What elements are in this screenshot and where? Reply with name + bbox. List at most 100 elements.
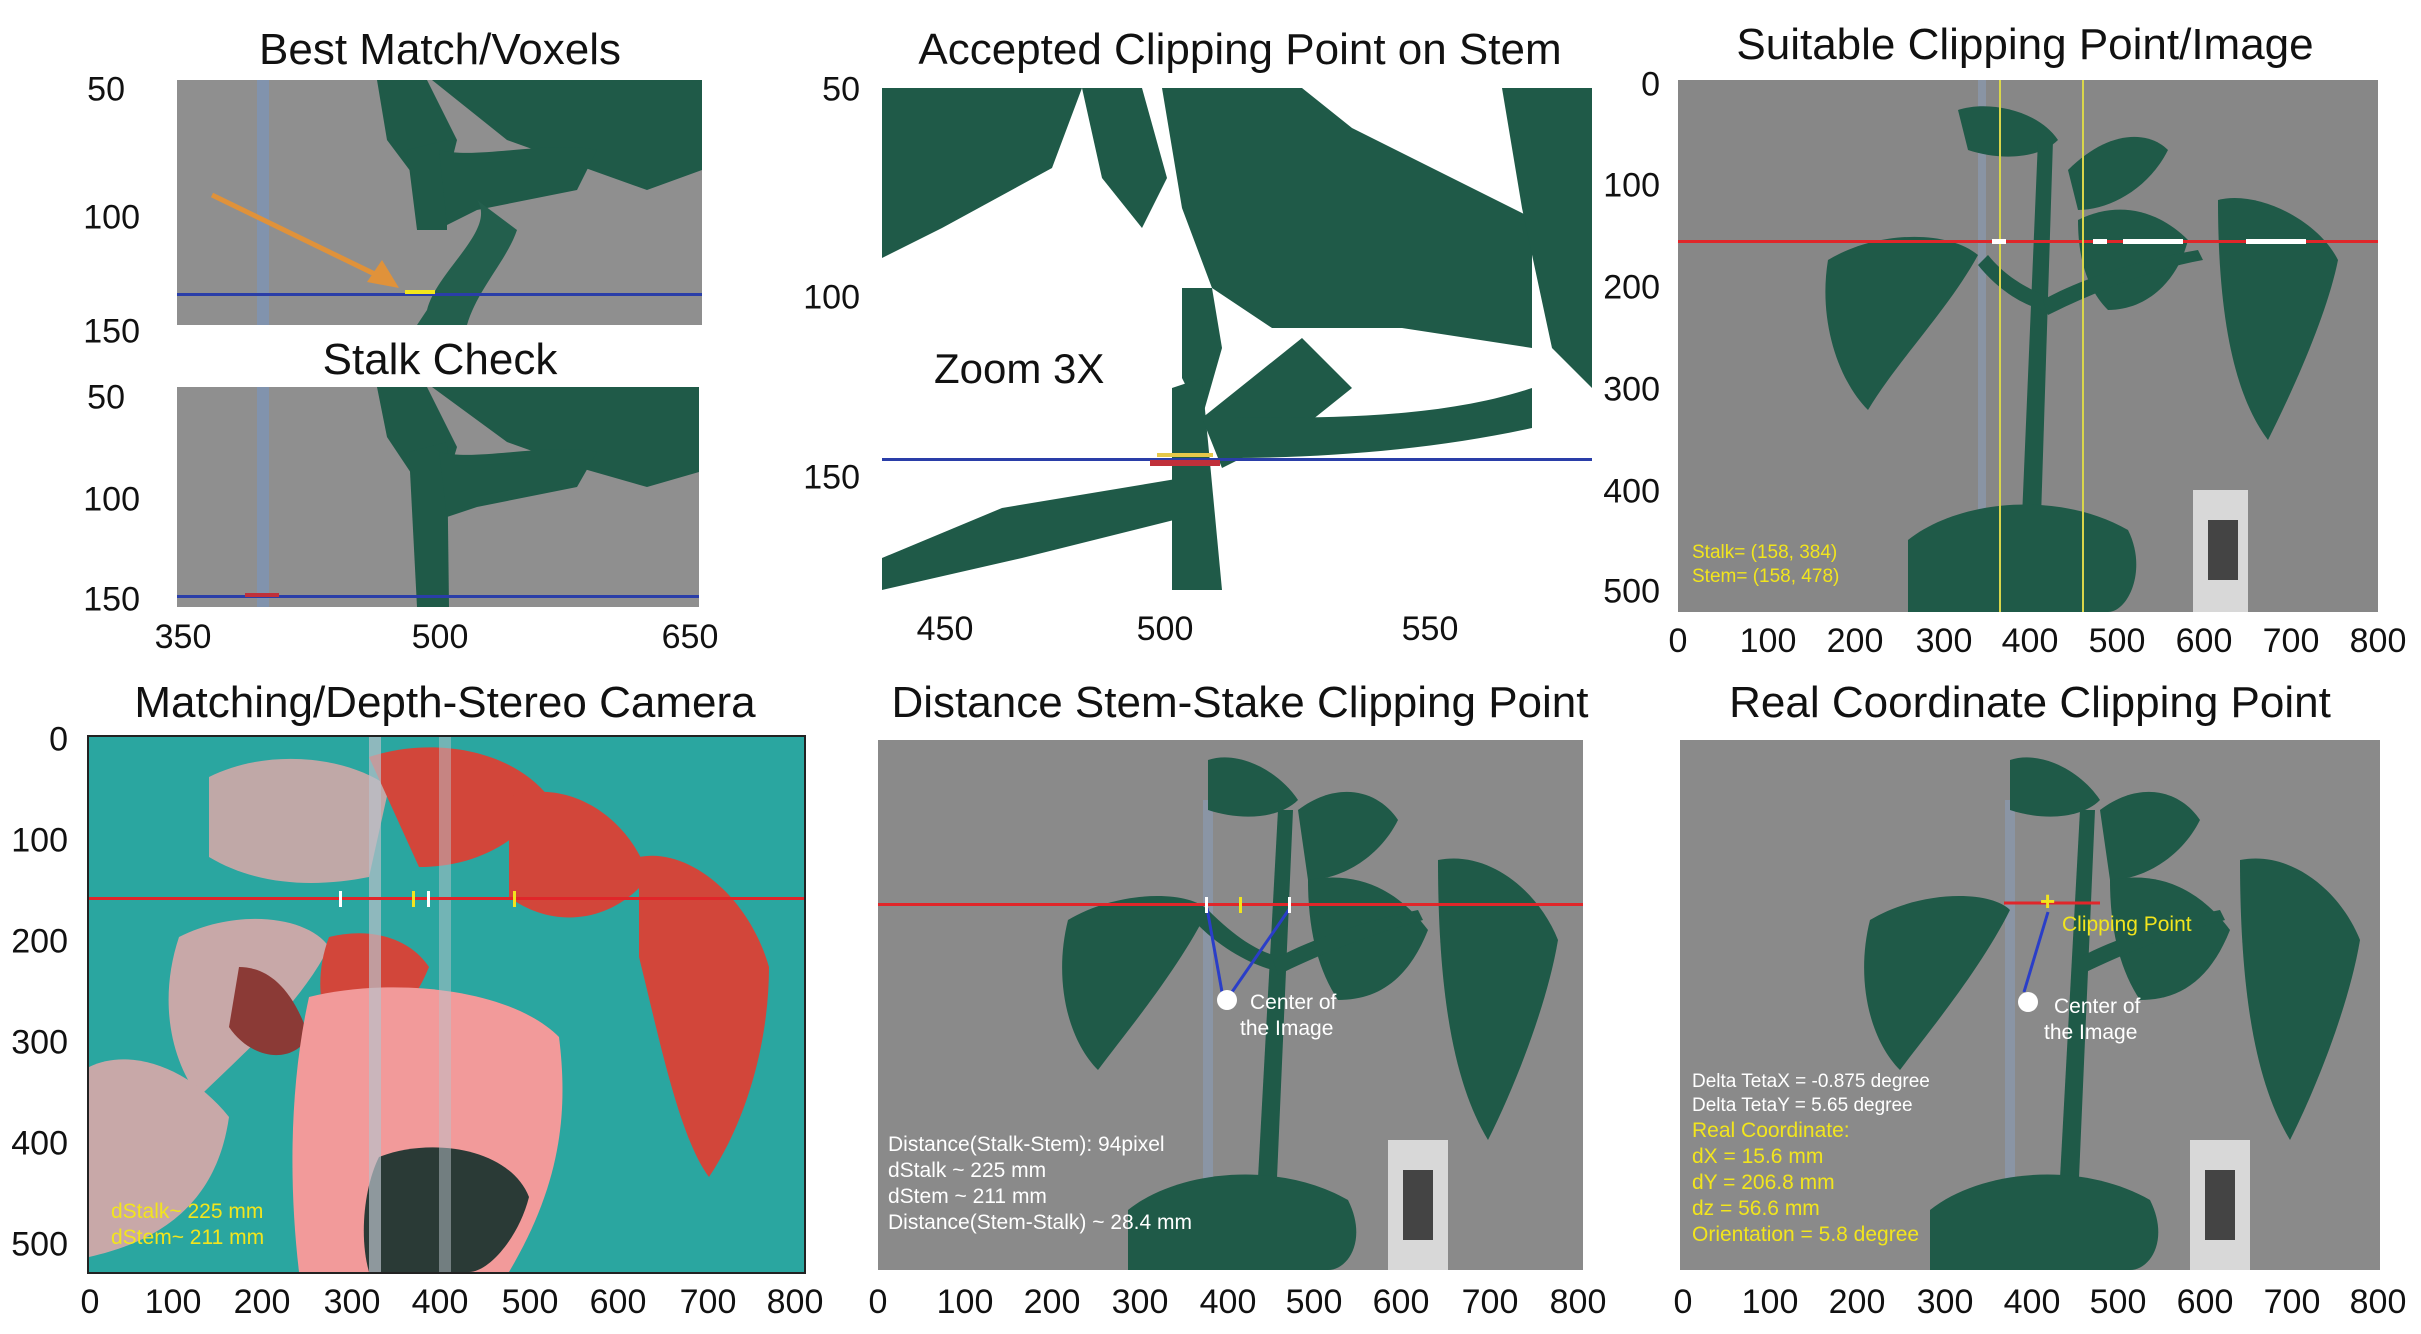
x-tick: 800: [1549, 1283, 1607, 1321]
x-tick: 300: [323, 1283, 381, 1321]
x-tick: 650: [661, 618, 719, 656]
white-marker: [1205, 897, 1208, 913]
x-tick: 500: [1136, 610, 1194, 648]
x-tick: 200: [1826, 622, 1884, 660]
clipping-line: [177, 595, 699, 598]
clipping-line: [882, 458, 1592, 461]
white-marker: [427, 891, 430, 907]
accepted-marker: [1150, 460, 1220, 466]
clipping-line: [1678, 240, 2378, 243]
x-tick: 550: [1401, 610, 1459, 648]
plus-icon: +: [2040, 886, 2056, 916]
x-tick: 400: [2003, 1283, 2061, 1321]
accepted-zoom-image: Zoom 3X: [882, 88, 1592, 590]
yellow-marker: [513, 891, 516, 907]
white-marker: [1992, 239, 2006, 244]
x-tick: 800: [2349, 1283, 2407, 1321]
x-tick: 450: [916, 610, 974, 648]
x-tick: 600: [2176, 1283, 2234, 1321]
x-tick: 200: [1828, 1283, 1886, 1321]
stalk-coordinate: Stalk= (158, 384): [1692, 542, 1838, 563]
y-tick: 50: [87, 378, 125, 417]
x-tick: 700: [1461, 1283, 1519, 1321]
x-tick: 200: [1023, 1283, 1081, 1321]
y-tick: 400: [11, 1124, 68, 1163]
y-tick: 100: [1603, 166, 1660, 205]
y-tick: 150: [83, 580, 140, 619]
depth-stereo-image: dStalk~ 225 mm dStem~ 211 mm: [87, 735, 806, 1274]
center-label-line1: Center of: [1250, 991, 1337, 1014]
y-tick: 0: [1641, 65, 1660, 104]
accepted-title: Accepted Clipping Point on Stem: [918, 25, 1562, 74]
x-tick: 400: [2001, 622, 2059, 660]
y-tick: 0: [49, 720, 68, 759]
x-tick: 600: [2175, 622, 2233, 660]
y-tick: 500: [11, 1225, 68, 1264]
x-tick: 500: [2088, 622, 2146, 660]
delta-tetax: Delta TetaX = -0.875 degree: [1692, 1071, 1930, 1092]
clipping-line: [177, 293, 702, 296]
x-tick: 350: [154, 618, 212, 656]
white-marker: [2093, 239, 2107, 244]
orientation-value: Orientation = 5.8 degree: [1692, 1223, 1920, 1246]
real-coordinate-image: + Clipping Point Center of the Image Del…: [1680, 740, 2380, 1270]
clipping-line: [89, 897, 804, 900]
x-tick: 700: [2263, 1283, 2321, 1321]
image-center-dot: [2018, 992, 2038, 1012]
dz-value: dz = 56.6 mm: [1692, 1197, 1820, 1220]
y-tick: 150: [83, 312, 140, 351]
dx-value: dX = 15.6 mm: [1692, 1145, 1824, 1168]
zoom-label: Zoom 3X: [934, 345, 1105, 392]
distance-image: Center of the Image Distance(Stalk-Stem)…: [878, 740, 1583, 1270]
y-tick: 50: [822, 70, 860, 109]
x-tick: 100: [144, 1283, 202, 1321]
y-tick: 200: [11, 922, 68, 961]
accepted-marker-yellow: [1157, 453, 1213, 457]
arrow-icon: [210, 192, 399, 288]
white-marker: [2123, 239, 2183, 244]
x-tick: 800: [2349, 622, 2407, 660]
best-match-image: [177, 80, 702, 325]
x-tick: 500: [411, 618, 469, 656]
x-tick: 100: [1739, 622, 1797, 660]
match-marker: [405, 290, 435, 294]
x-tick: 400: [1199, 1283, 1257, 1321]
best-match-title: Best Match/Voxels: [259, 25, 621, 74]
yellow-marker: [412, 891, 415, 907]
y-tick: 300: [1603, 370, 1660, 409]
suitable-title: Suitable Clipping Point/Image: [1736, 20, 2314, 69]
x-tick: 300: [1916, 1283, 1974, 1321]
y-tick: 400: [1603, 472, 1660, 511]
y-tick: 150: [803, 458, 860, 497]
y-tick: 500: [1603, 572, 1660, 611]
dy-value: dY = 206.8 mm: [1692, 1171, 1835, 1194]
clipping-point-label: Clipping Point: [2062, 913, 2192, 936]
stalk-check-title: Stalk Check: [322, 335, 558, 384]
x-tick: 600: [1372, 1283, 1430, 1321]
y-tick: 200: [1603, 268, 1660, 307]
center-label-line2: the Image: [2044, 1021, 2138, 1044]
white-marker: [339, 891, 342, 907]
real-coordinate-heading: Real Coordinate:: [1692, 1119, 1850, 1142]
image-center-dot: [1217, 990, 1237, 1010]
real-coordinate-title: Real Coordinate Clipping Point: [1729, 678, 2331, 727]
distance-info-4: Distance(Stem-Stalk) ~ 28.4 mm: [888, 1211, 1193, 1234]
center-label-line1: Center of: [2054, 995, 2141, 1018]
zoomed-stem: [882, 88, 1592, 590]
y-tick: 100: [803, 278, 860, 317]
white-marker: [1288, 897, 1291, 913]
suitable-image: Stalk= (158, 384) Stem= (158, 478): [1678, 80, 2378, 612]
y-tick: 300: [11, 1023, 68, 1062]
stem-coordinate: Stem= (158, 478): [1692, 566, 1840, 587]
x-tick: 600: [589, 1283, 647, 1321]
x-tick: 0: [80, 1283, 100, 1321]
dstalk-value: dStalk~ 225 mm: [111, 1200, 264, 1223]
stalk-check-image: [177, 387, 699, 607]
matching-title: Matching/Depth-Stereo Camera: [134, 678, 756, 727]
center-label-line2: the Image: [1240, 1017, 1334, 1040]
x-tick: 500: [501, 1283, 559, 1321]
clipping-line: [878, 903, 1583, 906]
x-tick: 800: [766, 1283, 824, 1321]
stalk-vline: [1999, 80, 2001, 612]
distance-title: Distance Stem-Stake Clipping Point: [891, 678, 1589, 727]
